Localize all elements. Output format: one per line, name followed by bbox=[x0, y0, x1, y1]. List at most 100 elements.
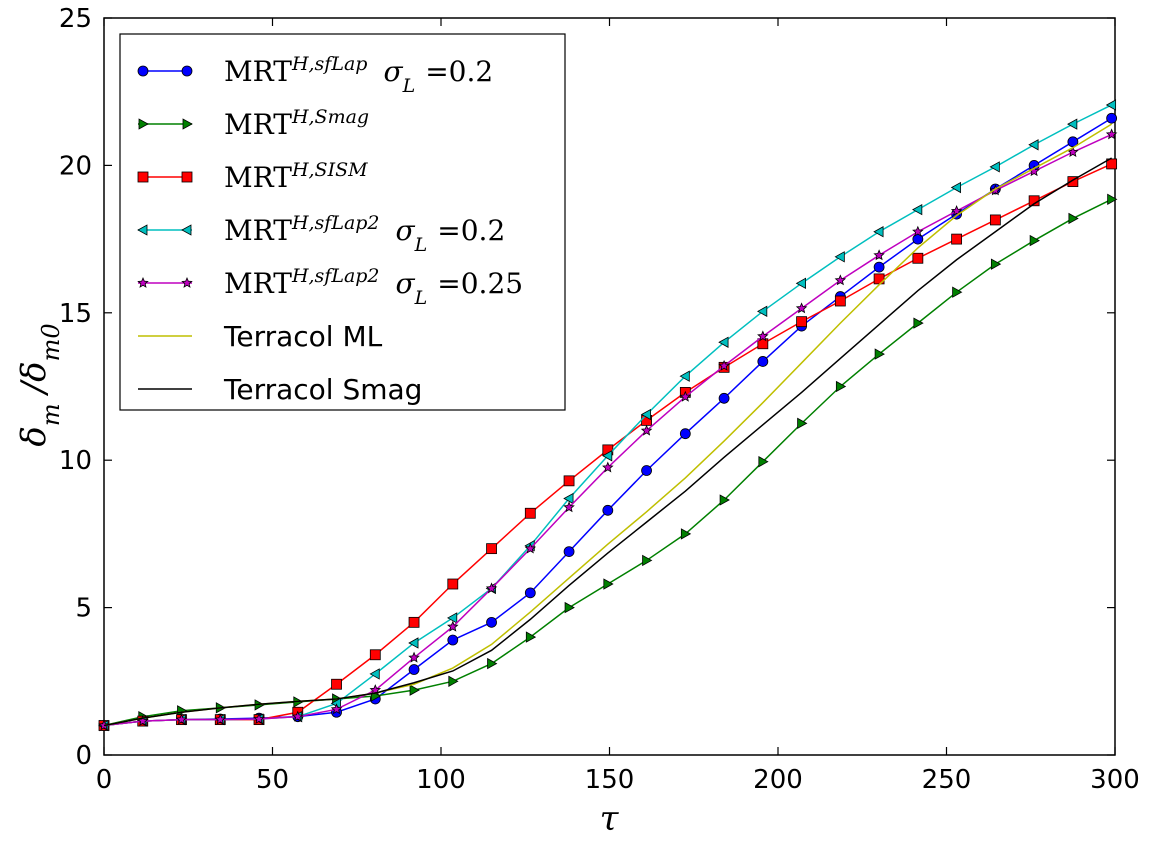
data-point bbox=[796, 316, 807, 328]
data-point bbox=[137, 224, 148, 236]
data-point bbox=[1105, 99, 1117, 111]
data-point bbox=[640, 424, 653, 436]
data-point bbox=[718, 359, 730, 371]
data-point bbox=[563, 492, 574, 505]
data-point bbox=[951, 233, 963, 245]
data-point bbox=[601, 450, 613, 462]
data-point bbox=[447, 620, 459, 632]
data-point bbox=[369, 649, 381, 661]
data-point bbox=[835, 380, 847, 393]
data-point bbox=[989, 161, 1000, 173]
data-point bbox=[873, 226, 884, 238]
data-point bbox=[1106, 158, 1118, 170]
x-tick-label: 0 bbox=[96, 765, 113, 795]
legend-entry: MRTH,SISM bbox=[137, 159, 368, 194]
x-axis-label: τ bbox=[600, 799, 620, 837]
y-tick-label: 15 bbox=[59, 299, 92, 329]
data-point bbox=[913, 317, 924, 329]
data-point bbox=[795, 302, 808, 314]
data-point bbox=[757, 356, 769, 367]
data-point bbox=[679, 390, 692, 402]
data-point bbox=[369, 668, 380, 680]
data-point bbox=[292, 710, 304, 722]
data-point bbox=[253, 712, 265, 724]
data-point bbox=[524, 507, 536, 519]
data-point bbox=[795, 277, 806, 289]
legend-entry: MRTH,sfLap2 σL =0.2 bbox=[137, 212, 505, 256]
legend-label: MRTH,SISM bbox=[224, 159, 368, 194]
data-point bbox=[758, 455, 769, 468]
x-tick-label: 250 bbox=[922, 765, 972, 795]
data-point bbox=[1029, 234, 1040, 247]
data-point bbox=[990, 258, 1002, 270]
data-point bbox=[950, 181, 962, 194]
series-4 bbox=[98, 128, 1118, 731]
data-point bbox=[182, 118, 193, 130]
data-point bbox=[912, 203, 923, 216]
data-point bbox=[642, 554, 653, 567]
data-point bbox=[177, 705, 188, 717]
data-point bbox=[834, 251, 845, 263]
data-point bbox=[1028, 139, 1039, 151]
data-point bbox=[563, 546, 575, 557]
data-point bbox=[719, 494, 730, 506]
data-point bbox=[137, 276, 149, 288]
series-layer bbox=[98, 99, 1118, 732]
data-point bbox=[181, 276, 193, 288]
data-point bbox=[757, 330, 769, 342]
data-point bbox=[524, 587, 536, 599]
data-point bbox=[563, 475, 575, 487]
data-point bbox=[408, 616, 420, 628]
x-tick-label: 150 bbox=[585, 765, 635, 795]
series-line bbox=[103, 157, 1113, 727]
data-point bbox=[680, 528, 692, 540]
data-point bbox=[641, 465, 652, 476]
data-point bbox=[603, 578, 614, 590]
data-point bbox=[1106, 112, 1118, 124]
data-point bbox=[640, 408, 651, 421]
x-tick-label: 50 bbox=[256, 765, 289, 795]
data-point bbox=[797, 417, 808, 430]
data-point bbox=[564, 601, 575, 614]
y-tick-label: 20 bbox=[59, 151, 92, 181]
data-point bbox=[181, 65, 193, 77]
data-point bbox=[834, 274, 847, 286]
data-point bbox=[679, 370, 690, 382]
data-point bbox=[834, 295, 846, 307]
data-point bbox=[989, 184, 1002, 196]
data-point bbox=[408, 651, 420, 663]
legend-box bbox=[119, 33, 566, 411]
data-point bbox=[214, 713, 227, 725]
series-6 bbox=[103, 157, 1113, 727]
data-point bbox=[757, 305, 768, 318]
data-point bbox=[485, 582, 498, 594]
data-point bbox=[912, 233, 924, 245]
data-point bbox=[1067, 176, 1079, 188]
data-point bbox=[487, 657, 498, 670]
data-point bbox=[181, 171, 193, 183]
data-point bbox=[524, 542, 537, 554]
data-point bbox=[409, 684, 420, 696]
data-point bbox=[137, 171, 149, 183]
data-point bbox=[563, 501, 575, 513]
data-point bbox=[1107, 193, 1118, 205]
legend-label: MRTH,sfLap2 σL =0.25 bbox=[224, 265, 523, 309]
data-point bbox=[448, 675, 459, 687]
data-point bbox=[912, 225, 924, 237]
legend-entry: MRTH,sfLap2 σL =0.25 bbox=[137, 265, 523, 309]
data-point bbox=[446, 612, 458, 624]
data-point bbox=[873, 249, 885, 261]
data-point bbox=[1105, 128, 1118, 140]
data-point bbox=[679, 428, 691, 440]
data-point bbox=[486, 616, 497, 628]
legend-entry: MRTH,Smag bbox=[138, 106, 369, 141]
y-axis-label-group: δm/δm0 bbox=[14, 323, 65, 446]
data-point bbox=[874, 348, 885, 360]
y-tick-label: 0 bbox=[75, 741, 92, 771]
legend-entry: Terracol Smag bbox=[138, 373, 422, 406]
x-tick-label: 300 bbox=[1090, 765, 1140, 795]
data-point bbox=[486, 543, 497, 555]
y-tick-label: 10 bbox=[59, 446, 92, 476]
data-point bbox=[330, 703, 343, 715]
